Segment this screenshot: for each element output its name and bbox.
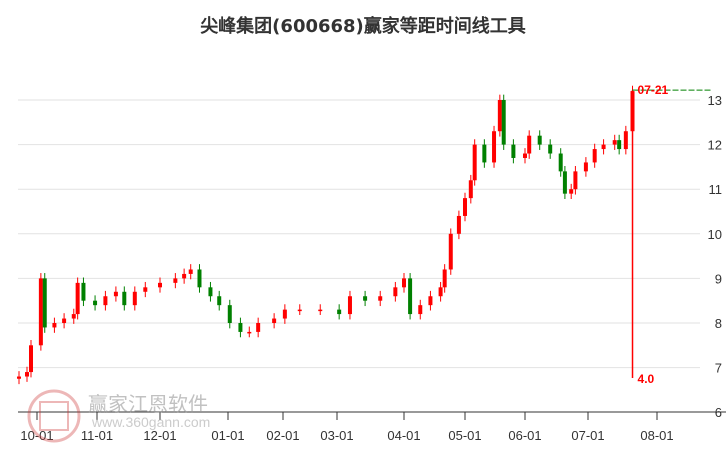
candle-body bbox=[38, 278, 43, 346]
chart-title: 尖峰集团(600668)赢家等距时间线工具 bbox=[200, 16, 526, 37]
candle-body bbox=[188, 269, 193, 274]
y-tick-label: 11 bbox=[709, 182, 723, 197]
candle-body bbox=[601, 144, 606, 150]
candle-body bbox=[297, 309, 302, 312]
candle-body bbox=[492, 131, 497, 163]
x-tick-label: 11-01 bbox=[81, 428, 113, 443]
candle-body bbox=[617, 140, 622, 150]
candle-body bbox=[238, 323, 243, 332]
candle-body bbox=[378, 296, 383, 301]
candle-body bbox=[337, 309, 342, 315]
watermark-url: www.360gann.com bbox=[92, 414, 211, 430]
candle-body bbox=[558, 153, 563, 172]
candle-body bbox=[418, 305, 423, 315]
candle-body bbox=[158, 282, 162, 288]
candle-body bbox=[347, 296, 352, 315]
candle-body bbox=[113, 291, 118, 297]
candle-body bbox=[132, 291, 137, 306]
candle-body bbox=[29, 345, 33, 373]
y-tick-label: 12 bbox=[708, 138, 722, 153]
candle-body bbox=[393, 287, 398, 297]
candle-body bbox=[197, 269, 202, 288]
candle-body bbox=[468, 180, 473, 199]
candle-body bbox=[71, 314, 76, 319]
marker-value-label: 4.0 bbox=[638, 372, 655, 386]
candle-body bbox=[497, 100, 502, 132]
candle-body bbox=[173, 278, 178, 283]
candle-body bbox=[402, 278, 406, 288]
y-tick-label: 8 bbox=[715, 316, 722, 331]
candle-body bbox=[62, 318, 67, 323]
candle-body bbox=[501, 100, 506, 145]
y-tick-label: 13 bbox=[708, 93, 722, 108]
candle-body bbox=[523, 153, 527, 158]
watermark-text: 赢家江恩软件 bbox=[88, 392, 208, 416]
candle-body bbox=[256, 323, 261, 332]
candle-body bbox=[42, 278, 47, 328]
candle-body bbox=[408, 278, 413, 315]
candle-body bbox=[548, 144, 553, 154]
x-tick-label: 03-01 bbox=[320, 428, 353, 443]
candle-body bbox=[448, 233, 453, 270]
candle-body bbox=[573, 171, 578, 190]
candle-body bbox=[438, 287, 443, 297]
candle-body bbox=[75, 282, 80, 315]
y-tick-label: 7 bbox=[715, 361, 722, 376]
candle-body bbox=[25, 372, 29, 377]
x-tick-label: 08-01 bbox=[640, 428, 673, 443]
x-tick-label: 06-01 bbox=[508, 428, 541, 443]
candle-body bbox=[562, 171, 567, 194]
candle-body bbox=[592, 149, 597, 163]
candle-body bbox=[456, 215, 461, 234]
candle-body bbox=[442, 269, 447, 288]
x-tick-label: 12-01 bbox=[143, 428, 176, 443]
candle-body bbox=[272, 318, 277, 323]
candle-body bbox=[569, 189, 574, 194]
y-tick-label: 6 bbox=[715, 405, 722, 420]
candle-body bbox=[583, 162, 588, 172]
candle-body bbox=[208, 287, 213, 297]
candle-body bbox=[93, 300, 98, 306]
candle-body bbox=[363, 296, 368, 301]
x-tick-label: 02-01 bbox=[266, 428, 299, 443]
candle-body bbox=[247, 331, 252, 334]
candle-body bbox=[482, 144, 487, 163]
candle-body bbox=[143, 287, 148, 292]
x-tick-label: 04-01 bbox=[387, 428, 420, 443]
marker-date-label: 07-21 bbox=[638, 83, 669, 97]
candle-body bbox=[428, 296, 433, 306]
candle-body bbox=[103, 296, 108, 306]
y-tick-label: 10 bbox=[708, 227, 722, 242]
candle-body bbox=[17, 376, 21, 379]
candle-body bbox=[81, 282, 86, 301]
candle-body bbox=[463, 198, 467, 216]
candle-body bbox=[612, 140, 617, 145]
candle-body bbox=[52, 323, 57, 328]
candle-body bbox=[472, 144, 477, 181]
candle-body bbox=[511, 144, 516, 158]
candle-body bbox=[227, 305, 232, 323]
candle-body bbox=[182, 273, 187, 279]
watermark-seal-icon bbox=[27, 389, 81, 443]
candle-body bbox=[527, 135, 532, 154]
x-tick-label: 10-01 bbox=[20, 428, 53, 443]
x-tick-label: 01-01 bbox=[211, 428, 244, 443]
x-tick-label: 05-01 bbox=[448, 428, 481, 443]
candle-body bbox=[318, 309, 323, 312]
candle-body bbox=[282, 309, 287, 319]
y-tick-label: 9 bbox=[715, 271, 722, 286]
candle-body bbox=[623, 131, 628, 150]
x-tick-label: 07-01 bbox=[571, 428, 604, 443]
candle-body bbox=[217, 296, 222, 306]
candle-body bbox=[122, 291, 127, 306]
candle-body bbox=[537, 135, 542, 145]
